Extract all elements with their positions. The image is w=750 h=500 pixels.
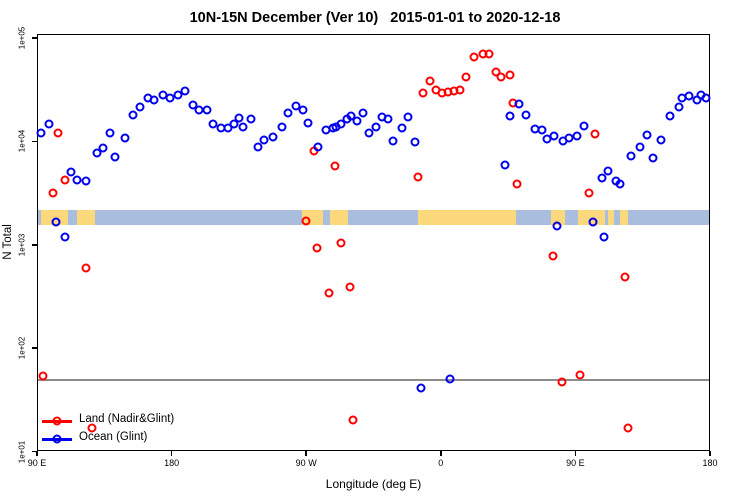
x-axis-label: Longitude (deg E) [325,477,422,491]
y-tick-label: 1e+01 [17,440,27,463]
x-tick [36,451,38,456]
x-tick [574,451,577,456]
legend: Land (Nadir&Glint) Ocean (Glint) [42,412,262,448]
y-tick-label: 1e+02 [17,336,27,360]
y-tick-label: 1e+05 [17,26,27,50]
x-tick-label: 180 [702,458,718,468]
legend-label: Land (Nadir&Glint) [79,413,175,425]
legend-label: Ocean (Glint) [79,431,148,443]
x-tick-label: 90 E [566,458,585,468]
y-tick-label: 1e+04 [17,130,27,153]
plot-area [37,34,710,451]
y-tick [32,450,37,453]
x-tick-label: 90 W [295,458,317,468]
legend-marker-circle [52,416,62,426]
x-tick [440,451,442,456]
x-tick [170,451,173,456]
legend-item: Land (Nadir&Glint) [42,412,262,430]
y-axis-label: N Total [2,224,14,260]
legend-item: Ocean (Glint) [42,430,262,448]
x-tick-label: 180 [164,458,180,468]
x-tick [709,451,711,456]
x-tick-label: 90 E [27,458,47,468]
legend-marker-circle [52,434,62,444]
y-tick-label: 1e+03 [17,233,27,257]
x-tick [305,451,307,456]
x-tick-label: 0 [438,458,444,468]
chart-title: 10N-15N December (Ver 10) 2015-01-01 to … [189,10,561,26]
